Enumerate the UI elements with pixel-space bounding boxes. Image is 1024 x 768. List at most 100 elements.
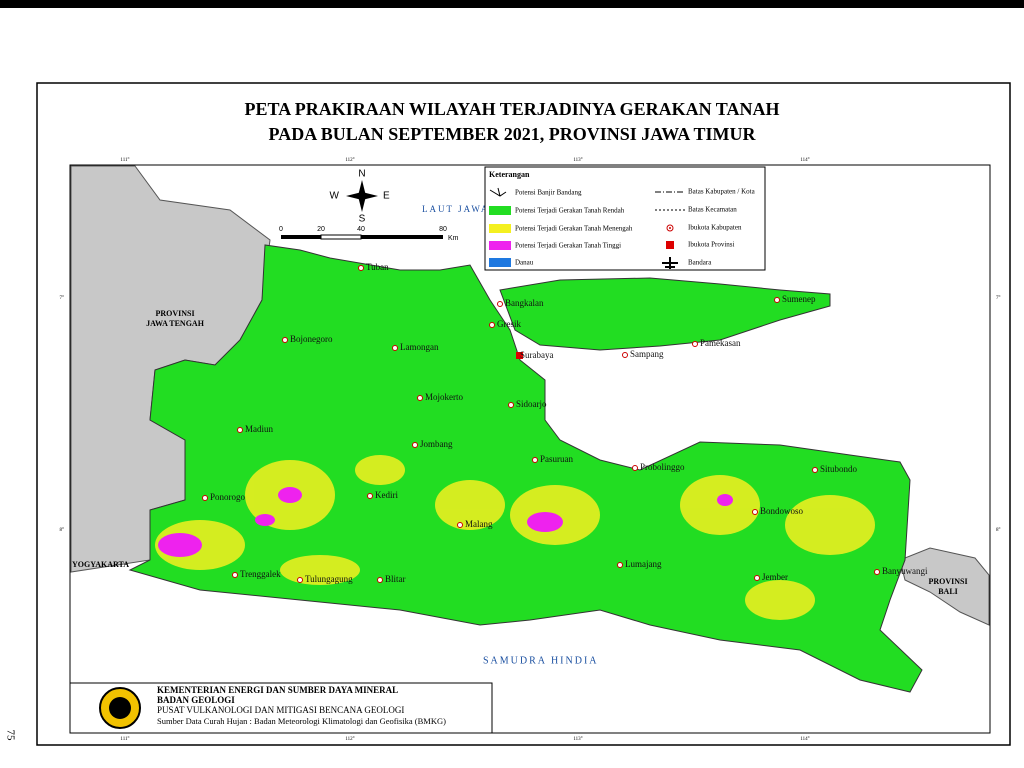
compass-w: W: [330, 191, 340, 202]
place-label: Bojonegoro: [290, 334, 333, 344]
lat-label: 7°: [60, 296, 65, 301]
place-marker: [232, 572, 238, 578]
scale-label: 80: [439, 226, 447, 233]
place-marker: [622, 352, 628, 358]
footer-line: PUSAT VULKANOLOGI DAN MITIGASI BENCANA G…: [157, 705, 404, 715]
place-marker: [497, 301, 503, 307]
place-marker: [754, 575, 760, 581]
sea-label: SAMUDRA HINDIA: [483, 655, 599, 666]
lat-label: 8°: [996, 528, 1001, 533]
region-label: JAWA TENGAH: [146, 319, 205, 328]
place-label: Bondowoso: [760, 506, 804, 516]
place-marker: [282, 337, 288, 343]
lon-label: 114°: [800, 158, 809, 163]
lon-label: 113°: [573, 737, 582, 742]
place-label: Madiun: [245, 424, 273, 434]
region-label: YOGYAKARTA: [72, 560, 129, 569]
place-labels: Tuban Bojonegoro Lamongan Gresik Bangkalan Su…: [202, 262, 928, 584]
place-marker: [692, 341, 698, 347]
legend-item: Potensi Terjadi Gerakan Tanah Menengah: [515, 225, 633, 233]
place-label: Lumajang: [625, 559, 662, 569]
scale-label: 20: [317, 226, 325, 233]
place-marker: [412, 442, 418, 448]
place-marker: [392, 345, 398, 351]
place-label: Kediri: [375, 490, 398, 500]
lon-label: 112°: [345, 158, 354, 163]
graticule: 111° 111° 112° 112° 113° 113° 114° 114° 7° 7° 8° 8°: [60, 158, 1001, 742]
region-label: PROVINSI: [928, 577, 967, 586]
place-label: Lamongan: [400, 342, 439, 352]
scale-unit: Km: [448, 235, 459, 242]
legend-item: Ibukota Kabupaten: [688, 224, 742, 232]
madura: [499, 277, 831, 351]
top-bar: [0, 0, 1024, 8]
legend-item: Batas Kecamatan: [688, 206, 737, 214]
place-marker: [377, 577, 383, 583]
place-label: Situbondo: [820, 464, 858, 474]
place-marker: [367, 493, 373, 499]
scale-bar: 0 20 40 80 Km: [279, 226, 459, 242]
place-marker: [516, 352, 523, 359]
place-marker: [297, 577, 303, 583]
place-marker: [812, 467, 818, 473]
lat-label: 7°: [996, 296, 1001, 301]
region-label: PROVINSI: [155, 309, 194, 318]
page-number: 75: [4, 730, 16, 742]
place-label: Malang: [465, 519, 493, 529]
place-label: Blitar: [385, 574, 406, 584]
compass: N S E W: [330, 169, 390, 225]
place-label: Ponorogo: [210, 492, 246, 502]
place-label: Surabaya: [520, 350, 554, 360]
lon-label: 112°: [345, 737, 354, 742]
legend-item: Potensi Banjir Bandang: [515, 189, 582, 197]
place-marker: [489, 322, 495, 328]
legend-item: Bandara: [688, 259, 712, 267]
sea-label: LAUT JAWA: [422, 204, 489, 214]
place-marker: [457, 522, 463, 528]
place-marker: [237, 427, 243, 433]
place-marker: [752, 509, 758, 515]
footer-line: KEMENTERIAN ENERGI DAN SUMBER DAYA MINER…: [157, 685, 398, 695]
place-label: Sampang: [630, 349, 664, 359]
footer: KEMENTERIAN ENERGI DAN SUMBER DAYA MINER…: [69, 682, 493, 734]
lon-label: 113°: [573, 158, 582, 163]
lon-label: 114°: [800, 737, 809, 742]
legend-item: Ibukota Provinsi: [688, 241, 735, 249]
scale-label: 0: [279, 226, 283, 233]
lon-label: 111°: [120, 737, 129, 742]
place-marker: [874, 569, 880, 575]
place-marker: [417, 395, 423, 401]
place-label: Sumenep: [782, 294, 816, 304]
legend: Keterangan Potensi Banjir Bandang Potens…: [484, 166, 766, 271]
place-label: Gresik: [497, 319, 521, 329]
footer-line: BADAN GEOLOGI: [157, 695, 235, 705]
compass-e: E: [383, 191, 390, 202]
legend-item: Danau: [515, 259, 534, 267]
place-marker: [532, 457, 538, 463]
place-label: Tuban: [366, 262, 389, 272]
compass-n: N: [358, 169, 365, 180]
place-marker: [617, 562, 623, 568]
bali: [899, 547, 990, 626]
place-label: Trenggalek: [240, 569, 281, 579]
legend-item: Potensi Terjadi Gerakan Tanah Tinggi: [515, 242, 621, 250]
region-label: BALI: [938, 587, 958, 596]
legend-item: Potensi Terjadi Gerakan Tanah Rendah: [515, 207, 625, 215]
place-label: Pasuruan: [540, 454, 573, 464]
title-line: PETA PRAKIRAAN WILAYAH TERJADINYA GERAKA…: [245, 99, 780, 119]
legend-item: Batas Kabupaten / Kota: [688, 188, 756, 196]
place-label: Banyuwangi: [882, 566, 928, 576]
place-label: Tulungagung: [305, 574, 353, 584]
place-label: Bangkalan: [505, 298, 544, 308]
place-label: Pamekasan: [700, 338, 741, 348]
high-zones: [158, 487, 733, 557]
legend-title: Keterangan: [489, 170, 530, 179]
place-label: Jember: [762, 572, 788, 582]
place-marker: [508, 402, 514, 408]
lon-label: 111°: [120, 158, 129, 163]
place-label: Jombang: [420, 439, 453, 449]
place-label: Probolinggo: [640, 462, 685, 472]
title-line: PADA BULAN SEPTEMBER 2021, PROVINSI JAWA…: [269, 124, 757, 144]
scale-label: 40: [357, 226, 365, 233]
